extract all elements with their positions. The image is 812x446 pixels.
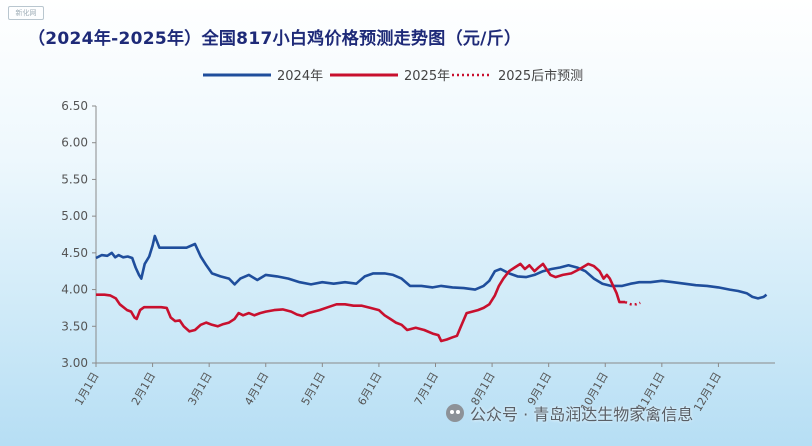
y-ticks: 3.00 3.50 4.00 4.50 5.00 5.50 6.00 6.50 [61, 99, 96, 370]
series-line-2 [624, 300, 641, 306]
x-tick-label: 3月1日 [186, 370, 215, 408]
series-line-0 [95, 234, 768, 300]
legend-label-2024: 2024年 [277, 69, 323, 84]
y-tick-label: 4.50 [61, 246, 88, 260]
x-tick-label: 2月1日 [129, 370, 158, 408]
x-tick-label: 6月1日 [355, 370, 384, 408]
chart-title: （2024年-2025年）全国817小白鸡价格预测走势图（元/斤） [28, 29, 522, 49]
corner-tag: 新化网 [8, 6, 44, 20]
legend: 2024年 2025年 2025后市预测 [203, 68, 583, 84]
watermark-text: 公众号 · 青岛润达生物家禽信息 [470, 405, 694, 424]
y-tick-label: 6.00 [61, 136, 88, 150]
y-tick-label: 6.50 [61, 99, 88, 113]
watermark: 公众号 · 青岛润达生物家禽信息 [446, 401, 693, 425]
legend-label-2025: 2025年 [404, 69, 450, 84]
y-tick-label: 4.00 [61, 283, 88, 297]
y-tick-label: 3.00 [61, 356, 88, 370]
x-tick-label: 12月1日 [691, 370, 724, 414]
x-tick-label: 1月1日 [72, 370, 101, 408]
y-tick-label: 5.50 [61, 172, 88, 186]
legend-label-forecast: 2025后市预测 [498, 68, 583, 84]
wechat-icon [446, 404, 464, 422]
x-tick-label: 5月1日 [299, 370, 328, 408]
y-tick-label: 3.50 [61, 319, 88, 333]
series-line-1 [96, 262, 626, 343]
x-tick-label: 4月1日 [242, 370, 271, 408]
x-tick-label: 7月1日 [412, 370, 441, 408]
y-tick-label: 5.00 [61, 209, 88, 223]
series-layer [95, 234, 768, 343]
